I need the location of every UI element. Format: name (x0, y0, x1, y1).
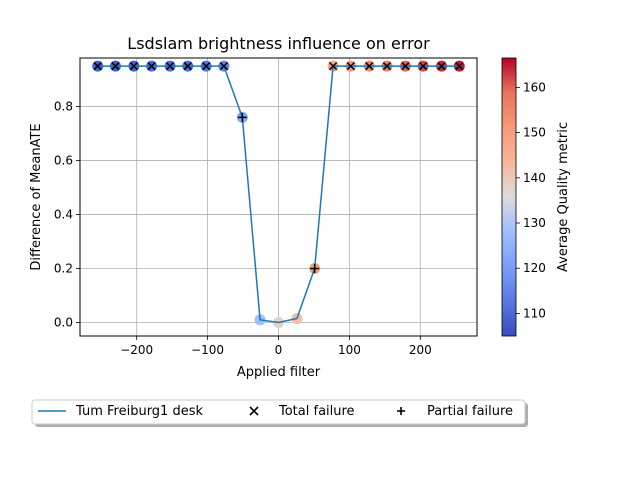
y-axis-ticks: 0.0 0.2 0.4 0.6 0.8 (54, 100, 80, 330)
chart-title: Lsdslam brightness influence on error (127, 34, 430, 53)
total-failure-marker (365, 61, 374, 71)
colorbar-ticks: 110 120 130 140 150 160 (516, 80, 546, 320)
total-failure-marker (111, 61, 120, 71)
total-failure-marker (382, 61, 392, 71)
colorbar-tick-label: 150 (523, 126, 546, 140)
legend-x-marker (249, 406, 259, 416)
y-axis-label: Difference of MeanATE (29, 123, 44, 270)
y-tick-label: 0.2 (54, 262, 73, 276)
colorbar-tick-label: 130 (523, 216, 546, 230)
data-layer (92, 60, 465, 329)
x-axis-label: Applied filter (237, 365, 321, 380)
y-tick-label: 0.0 (54, 316, 73, 330)
total-failure-marker (165, 61, 175, 71)
x-tick-label: 100 (338, 343, 361, 357)
y-tick-label: 0.6 (54, 154, 73, 168)
x-tick-label: 0 (275, 343, 283, 357)
total-failure-marker (328, 61, 338, 71)
colorbar-tick-label: 160 (523, 80, 546, 94)
legend-entry-series: Tum Freiburg1 desk (75, 404, 203, 419)
x-tick-label: 200 (409, 343, 432, 357)
total-failure-marker (219, 61, 229, 71)
series-line (97, 65, 460, 324)
y-tick-label: 0.4 (54, 208, 73, 222)
x-tick-label: −200 (120, 343, 153, 357)
total-failure-marker (183, 61, 192, 71)
x-tick-label: −100 (191, 343, 224, 357)
colorbar-tick-label: 110 (523, 306, 546, 320)
legend-entry-total-failure: Total failure (278, 404, 355, 419)
x-axis-ticks: −200 −100 0 100 200 (120, 336, 432, 357)
colorbar (501, 57, 517, 337)
legend-plus-marker (397, 407, 405, 415)
total-failure-marker (437, 61, 446, 71)
total-failure-marker (202, 61, 211, 71)
y-tick-label: 0.8 (54, 100, 73, 114)
total-failure-marker (418, 61, 428, 71)
total-failure-marker (93, 61, 102, 71)
partial-failure-marker (237, 112, 247, 122)
legend-entry-partial-failure: Partial failure (427, 404, 513, 419)
colorbar-tick-label: 120 (523, 261, 546, 275)
legend-box (31, 399, 526, 425)
total-failure-marker (346, 61, 355, 71)
total-failure-marker (129, 61, 139, 71)
partial-failure-marker (310, 264, 320, 274)
legend: Tum Freiburg1 desk Total failure Partial… (31, 399, 528, 427)
grid-lines (80, 58, 477, 336)
total-failure-marker (401, 61, 410, 71)
total-failure-marker (147, 61, 156, 71)
colorbar-tick-label: 140 (523, 171, 546, 185)
colorbar-label: Average Quality metric (556, 122, 571, 272)
total-failure-marker (455, 61, 464, 71)
